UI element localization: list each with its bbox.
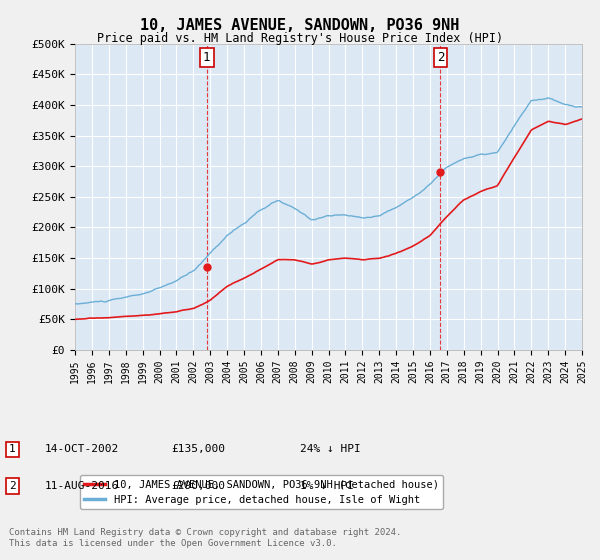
Text: 2: 2 <box>9 481 16 491</box>
Text: 14-OCT-2002: 14-OCT-2002 <box>45 445 119 455</box>
Text: 1: 1 <box>9 445 16 455</box>
Text: 24% ↓ HPI: 24% ↓ HPI <box>300 445 361 455</box>
Text: £135,000: £135,000 <box>171 445 225 455</box>
Text: £290,000: £290,000 <box>171 481 225 491</box>
Text: 10, JAMES AVENUE, SANDOWN, PO36 9NH: 10, JAMES AVENUE, SANDOWN, PO36 9NH <box>140 18 460 33</box>
Text: 11-AUG-2016: 11-AUG-2016 <box>45 481 119 491</box>
Text: Price paid vs. HM Land Registry's House Price Index (HPI): Price paid vs. HM Land Registry's House … <box>97 32 503 45</box>
Text: 2: 2 <box>437 51 444 64</box>
Text: Contains HM Land Registry data © Crown copyright and database right 2024.
This d: Contains HM Land Registry data © Crown c… <box>9 528 401 548</box>
Legend: 10, JAMES AVENUE, SANDOWN, PO36 9NH (detached house), HPI: Average price, detach: 10, JAMES AVENUE, SANDOWN, PO36 9NH (det… <box>80 475 443 508</box>
Text: 1: 1 <box>203 51 211 64</box>
Text: 1% ↓ HPI: 1% ↓ HPI <box>300 481 354 491</box>
